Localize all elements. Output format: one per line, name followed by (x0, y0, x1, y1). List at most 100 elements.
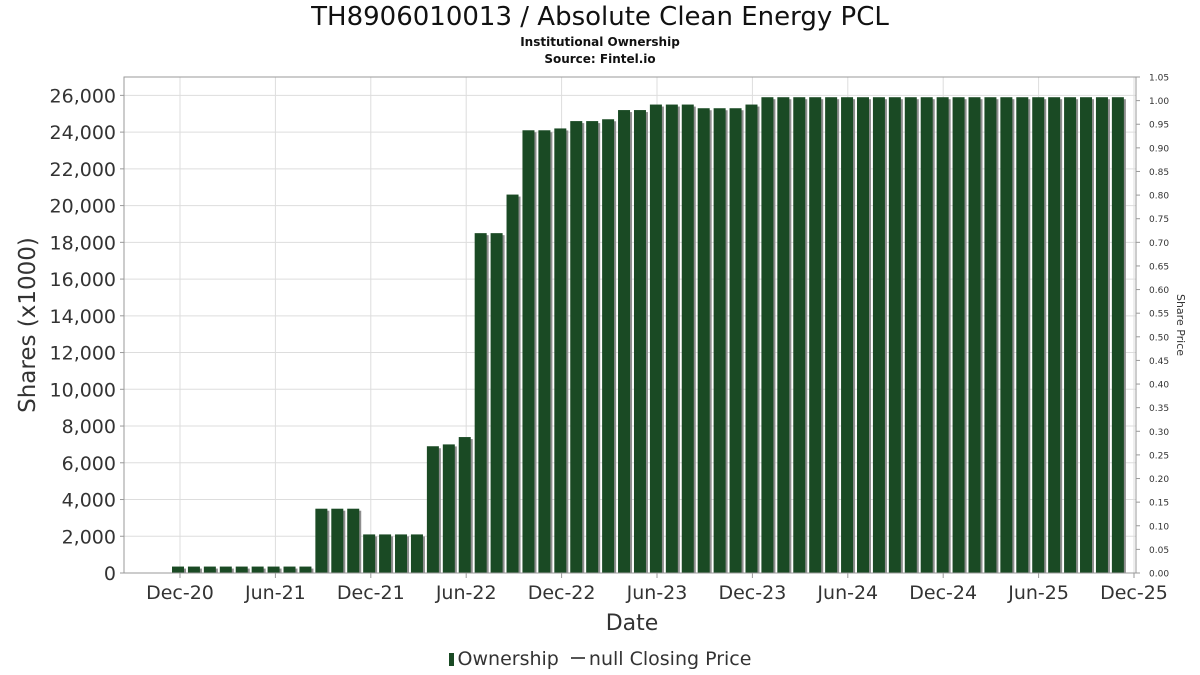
ownership-bar (1111, 97, 1124, 574)
y-tick-label: 4,000 (62, 490, 116, 512)
y2-tick-label: 0.85 (1149, 168, 1169, 178)
ownership-bar (570, 121, 583, 573)
ownership-bar (904, 97, 917, 574)
y-tick-label: 20,000 (50, 196, 116, 218)
ownership-bar (888, 97, 901, 574)
y2-axis-title: Share Price (1174, 294, 1187, 356)
plot-frame (123, 76, 1137, 574)
y-tick-label: 16,000 (50, 269, 116, 291)
ownership-bar (586, 121, 599, 573)
y-tick-label: 0 (104, 563, 116, 585)
x-axis-tick-labels: Dec-20 Jun-21 Dec-21 Jun-22 Dec-22 Jun-23 Dec-… (146, 573, 1168, 604)
ownership-bar (410, 534, 423, 573)
ownership-bar (856, 97, 869, 574)
ownership-bar (379, 534, 392, 573)
legend-price[interactable]: null Closing Price (565, 647, 752, 670)
bars (172, 97, 1126, 574)
ownership-bar (426, 446, 439, 573)
y-tick-label: 10,000 (50, 379, 116, 401)
y2-tick-label: 0.90 (1149, 144, 1169, 154)
ownership-bar (618, 110, 631, 574)
y-axis-tick-labels: 0 2,000 4,000 6,000 8,000 10,000 12,000 14,000 1… (50, 85, 124, 585)
ownership-bar (522, 130, 535, 573)
ownership-bar (442, 444, 455, 573)
ownership-bar (936, 97, 949, 574)
y2-tick-label: 0.40 (1149, 381, 1169, 391)
ownership-bar (984, 97, 997, 574)
legend: Ownership null Closing Price (0, 647, 1200, 670)
y-tick-label: 12,000 (50, 343, 116, 365)
y2-axis-tick-labels: 0.00 0.05 0.10 0.15 0.20 0.25 0.30 0.35 0.40 0.45… (1136, 74, 1169, 580)
ownership-bar (745, 104, 758, 574)
ownership-bar (235, 566, 248, 573)
chart-title: TH8906010013 / Absolute Clean Energy PCL (311, 2, 889, 32)
ownership-bar (952, 97, 965, 574)
y2-tick-label: 1.05 (1149, 74, 1169, 84)
y2-tick-label: 0.55 (1149, 310, 1169, 320)
ownership-bar (554, 128, 567, 573)
ownership-bar (1048, 97, 1061, 574)
y2-tick-label: 0.80 (1149, 192, 1169, 202)
x-tick-label: Jun-25 (1007, 582, 1069, 604)
ownership-bar (219, 566, 232, 573)
ownership-bar (538, 130, 551, 573)
x-tick-label: Dec-21 (337, 582, 405, 604)
ownership-bar (825, 97, 838, 574)
ownership-bar (872, 97, 885, 574)
ownership-bar (793, 97, 806, 574)
x-tick-label: Jun-24 (816, 582, 878, 604)
y2-tick-label: 0.60 (1149, 286, 1169, 296)
y2-tick-label: 0.25 (1149, 451, 1169, 461)
ownership-bar (1080, 97, 1093, 574)
ownership-bar (251, 566, 264, 573)
ownership-bar (315, 508, 328, 573)
x-tick-label: Jun-21 (244, 582, 306, 604)
ownership-bar (665, 104, 678, 574)
ownership-bar (490, 233, 503, 574)
ownership-bar (761, 97, 774, 574)
ownership-bar (458, 437, 471, 573)
y-tick-label: 26,000 (50, 85, 116, 107)
ownership-bar (172, 566, 184, 573)
ownership-bar (713, 108, 726, 574)
ownership-bar (968, 97, 981, 574)
ownership-swatch-icon (448, 652, 454, 666)
y-tick-label: 22,000 (50, 159, 116, 181)
y2-tick-label: 0.35 (1149, 404, 1169, 414)
ownership-bar (809, 97, 822, 574)
ownership-bar (506, 194, 519, 573)
y2-tick-label: 0.70 (1149, 239, 1169, 249)
legend-price-label: null Closing Price (588, 647, 752, 670)
y-tick-label: 14,000 (50, 306, 116, 328)
legend-ownership-label: Ownership (457, 647, 559, 670)
y-tick-label: 24,000 (50, 122, 116, 144)
ownership-bar (267, 566, 280, 573)
legend-ownership[interactable]: Ownership (448, 647, 559, 670)
x-tick-label: Dec-25 (1100, 582, 1168, 604)
y2-tick-label: 0.05 (1149, 546, 1169, 556)
y2-tick-label: 0.20 (1149, 475, 1169, 485)
ownership-bar (697, 108, 710, 574)
ownership-bar (1064, 97, 1077, 574)
ownership-bar (1000, 97, 1013, 574)
y2-tick-label: 0.65 (1149, 262, 1169, 272)
ownership-bar (729, 108, 742, 574)
y-tick-label: 8,000 (62, 416, 116, 438)
ownership-bar (283, 566, 296, 573)
ownership-bar (602, 119, 615, 573)
y2-tick-label: 0.30 (1149, 428, 1169, 438)
y2-tick-label: 0.15 (1149, 499, 1169, 509)
y-axis-title: Shares (x1000) (15, 237, 41, 413)
ownership-bar (347, 508, 360, 573)
ownership-bar (841, 97, 854, 574)
ownership-bar (649, 104, 662, 574)
y2-tick-label: 0.10 (1149, 522, 1169, 532)
y-tick-label: 6,000 (62, 453, 116, 475)
x-tick-label: Jun-22 (435, 582, 497, 604)
y2-tick-label: 0.95 (1149, 121, 1169, 131)
y2-tick-label: 0.50 (1149, 333, 1169, 343)
ownership-bar (331, 508, 344, 573)
x-axis-title: Date (606, 611, 659, 636)
y2-tick-label: 0.00 (1149, 570, 1169, 580)
